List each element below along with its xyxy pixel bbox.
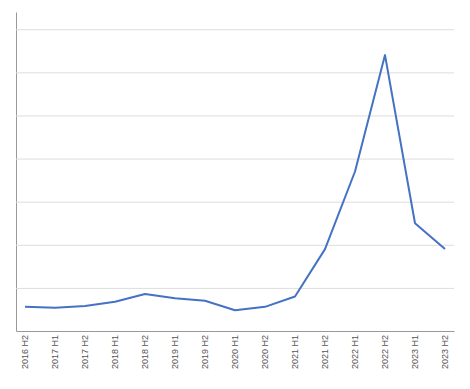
- x-tick: 2022 H1: [350, 335, 360, 369]
- y-tick: [16, 29, 454, 30]
- y-tick: [16, 245, 454, 246]
- x-tick-label: 2017 H2: [80, 335, 90, 369]
- grid-line: [16, 331, 454, 332]
- x-tick: 2022 H2: [380, 335, 390, 369]
- x-tick-label: 2021 H2: [320, 335, 330, 369]
- y-axis-line: [16, 13, 17, 332]
- x-tick-label: 2022 H1: [350, 335, 360, 369]
- chart: 2016 H2 2017 H1 2017 H2 2018 H1 2018 H2 2019 …: [0, 0, 470, 389]
- grid-line: [16, 245, 454, 246]
- grid-line: [16, 288, 454, 289]
- y-axis: [16, 13, 454, 332]
- x-tick: 2018 H1: [110, 335, 120, 369]
- x-tick-label: 2019 H1: [170, 335, 180, 369]
- grid-line: [16, 29, 454, 30]
- x-tick: 2023 H2: [440, 335, 450, 369]
- x-tick-label: 2017 H1: [50, 335, 60, 369]
- x-tick: 2021 H2: [320, 335, 330, 369]
- x-tick-label: 2020 H1: [230, 335, 240, 369]
- x-tick-label: 2023 H2: [440, 335, 450, 369]
- x-tick: 2016 H2: [20, 335, 30, 369]
- y-tick: [16, 288, 454, 289]
- grid-line: [16, 202, 454, 203]
- plot: 2016 H2 2017 H1 2017 H2 2018 H1 2018 H2 2019 …: [16, 13, 455, 370]
- x-tick: 2017 H2: [80, 335, 90, 369]
- y-tick: [16, 331, 454, 332]
- x-tick: 2018 H2: [140, 335, 150, 369]
- x-tick: 2023 H1: [410, 335, 420, 369]
- x-tick: 2019 H2: [200, 335, 210, 369]
- x-tick-label: 2020 H2: [260, 335, 270, 369]
- x-tick: 2020 H1: [230, 335, 240, 369]
- x-axis: 2016 H2 2017 H1 2017 H2 2018 H1 2018 H2 2019 …: [17, 332, 455, 370]
- grid-line: [16, 159, 454, 160]
- y-tick: [16, 159, 454, 160]
- x-tick: 2021 H1: [290, 335, 300, 369]
- x-tick: 2019 H1: [170, 335, 180, 369]
- x-tick-label: 2021 H1: [290, 335, 300, 369]
- x-tick-label: 2018 H1: [110, 335, 120, 369]
- grid-line: [16, 115, 454, 116]
- x-tick-label: 2022 H2: [380, 335, 390, 369]
- x-tick-label: 2023 H1: [410, 335, 420, 369]
- x-tick-label: 2018 H2: [140, 335, 150, 369]
- x-axis-line: [17, 331, 455, 332]
- x-tick: 2017 H1: [50, 335, 60, 369]
- y-tick: [16, 202, 454, 203]
- line: [25, 55, 445, 310]
- x-tick: 2020 H2: [260, 335, 270, 369]
- x-tick-label: 2016 H2: [20, 335, 30, 369]
- marks: [25, 55, 445, 310]
- y-tick: [16, 115, 454, 116]
- x-tick-label: 2019 H2: [200, 335, 210, 369]
